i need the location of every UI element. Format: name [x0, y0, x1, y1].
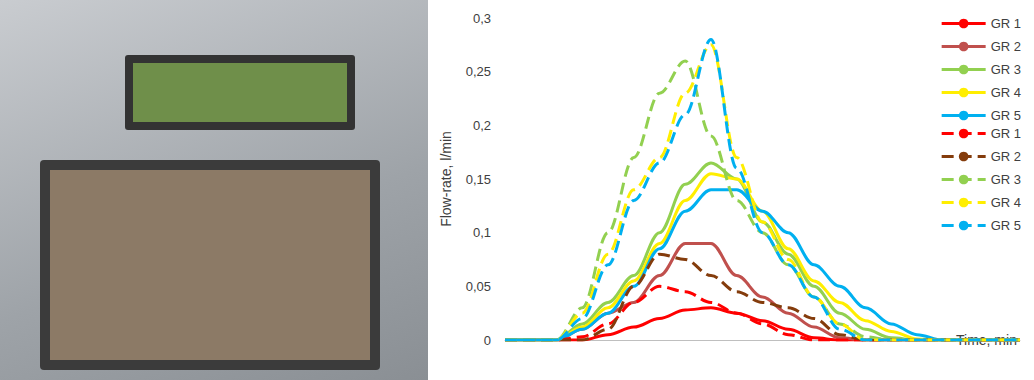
svg-text:GR 5: GR 5: [991, 218, 1021, 233]
svg-text:0,25: 0,25: [466, 64, 491, 79]
svg-text:Time, min: Time, min: [956, 332, 1017, 348]
svg-text:0,3: 0,3: [473, 11, 491, 26]
svg-text:0,05: 0,05: [466, 279, 491, 294]
svg-text:GR 1: GR 1: [991, 126, 1021, 141]
svg-text:Flow-rate, l/min: Flow-rate, l/min: [438, 131, 454, 227]
svg-text:GR 4: GR 4: [991, 195, 1021, 210]
svg-text:GR 3: GR 3: [991, 62, 1021, 77]
svg-text:0: 0: [484, 333, 491, 348]
svg-text:0,15: 0,15: [466, 172, 491, 187]
svg-text:GR 1: GR 1: [991, 16, 1021, 31]
svg-text:GR 5: GR 5: [991, 108, 1021, 123]
svg-text:GR 3: GR 3: [991, 172, 1021, 187]
svg-text:GR 2: GR 2: [991, 39, 1021, 54]
svg-text:0,2: 0,2: [473, 118, 491, 133]
svg-text:GR 2: GR 2: [991, 149, 1021, 164]
svg-text:0,1: 0,1: [473, 225, 491, 240]
svg-text:GR 4: GR 4: [991, 85, 1021, 100]
